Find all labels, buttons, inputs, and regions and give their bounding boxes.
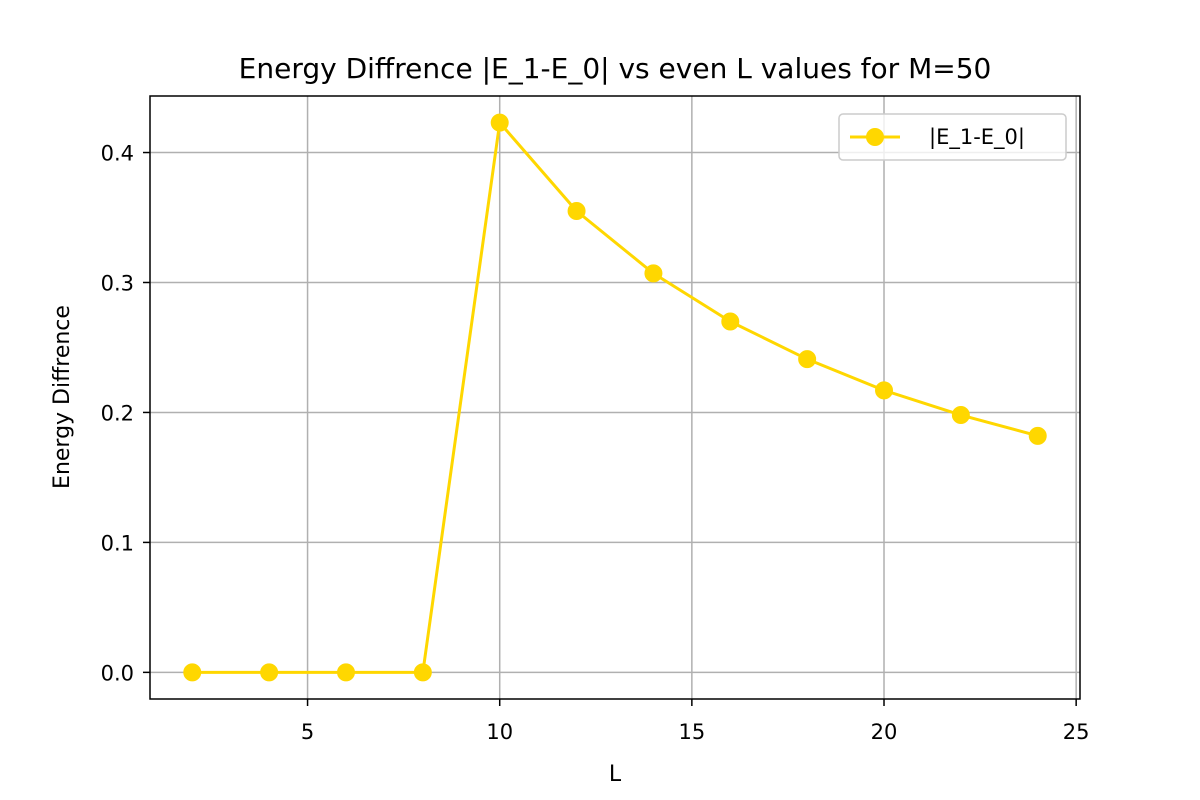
data-point [644, 264, 663, 283]
plot-area [183, 113, 1047, 682]
y-tick-label: 0.3 [101, 271, 134, 295]
data-point [413, 663, 432, 682]
x-axis-ticks: 5 10 15 20 25 [301, 699, 1090, 744]
x-axis-label: L [609, 762, 622, 787]
data-point [798, 350, 817, 369]
legend-entry-label: |E_1-E_0| [929, 125, 1025, 150]
x-tick-label: 15 [678, 720, 705, 744]
data-point [567, 202, 586, 221]
data-point [260, 663, 279, 682]
legend: |E_1-E_0| [838, 113, 1067, 161]
x-tick-label: 25 [1063, 720, 1090, 744]
legend-box [838, 113, 1067, 161]
data-point [490, 113, 509, 132]
chart-title: Energy Diffrence |E_1-E_0| vs even L val… [239, 52, 992, 85]
data-point [183, 663, 202, 682]
y-tick-label: 0.1 [101, 531, 134, 555]
series-line [192, 121, 1039, 674]
y-axis-ticks: 0.0 0.1 0.2 0.3 0.4 [101, 142, 150, 685]
legend-marker-sample [866, 128, 884, 146]
data-point [1028, 426, 1047, 445]
axes-frame [149, 95, 1081, 700]
data-point [336, 663, 355, 682]
y-axis-label: Energy Diffrence [50, 305, 75, 489]
y-tick-label: 0.4 [101, 142, 134, 166]
x-tick-label: 10 [486, 720, 513, 744]
y-tick-label: 0.2 [101, 401, 134, 425]
x-tick-label: 20 [871, 720, 898, 744]
data-point [875, 381, 894, 400]
x-tick-label: 5 [301, 720, 314, 744]
y-tick-label: 0.0 [101, 661, 134, 685]
data-point [951, 406, 970, 425]
data-point [721, 312, 740, 331]
